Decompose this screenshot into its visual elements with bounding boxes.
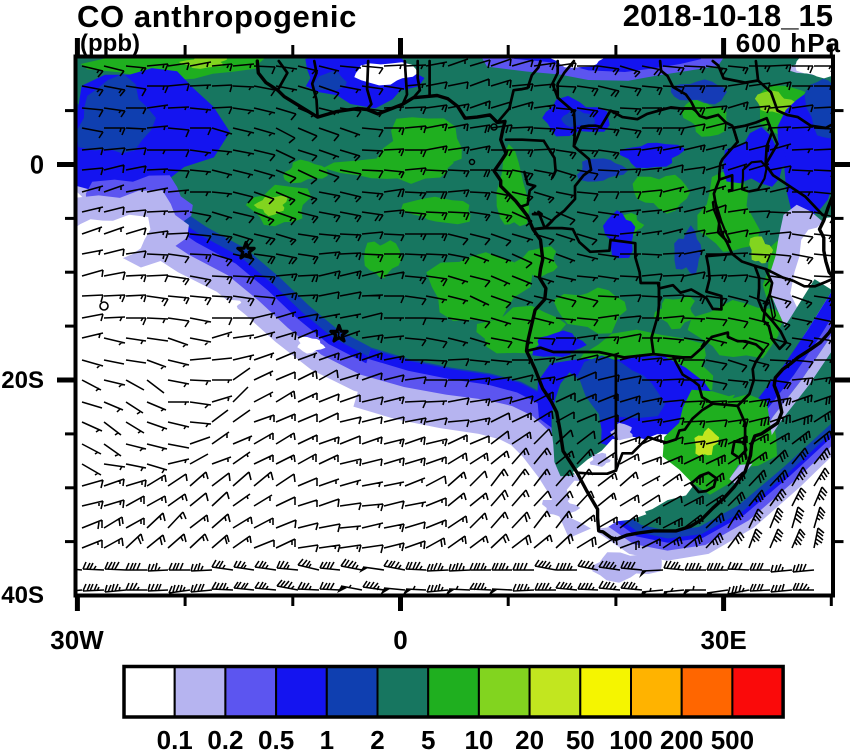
svg-text:600 hPa: 600 hPa — [736, 28, 841, 58]
svg-text:5: 5 — [421, 725, 435, 750]
svg-text:50: 50 — [566, 725, 595, 750]
svg-text:2018-10-18_15: 2018-10-18_15 — [623, 0, 833, 33]
svg-text:0: 0 — [30, 152, 44, 180]
svg-text:200: 200 — [660, 725, 703, 750]
svg-text:20S: 20S — [1, 367, 44, 394]
svg-text:CO anthropogenic: CO anthropogenic — [77, 0, 357, 34]
svg-text:0.5: 0.5 — [258, 725, 294, 750]
svg-text:2: 2 — [370, 725, 384, 750]
svg-text:100: 100 — [609, 725, 652, 750]
svg-text:10: 10 — [464, 725, 493, 750]
svg-text:40S: 40S — [1, 582, 44, 609]
svg-text:(ppb): (ppb) — [80, 30, 140, 57]
svg-text:30E: 30E — [700, 625, 746, 655]
svg-text:0.2: 0.2 — [207, 725, 243, 750]
svg-text:30W: 30W — [50, 625, 104, 655]
svg-text:0.1: 0.1 — [157, 725, 193, 750]
svg-text:0: 0 — [393, 625, 407, 655]
svg-text:20: 20 — [515, 725, 544, 750]
svg-text:500: 500 — [711, 725, 754, 750]
svg-text:1: 1 — [320, 725, 334, 750]
